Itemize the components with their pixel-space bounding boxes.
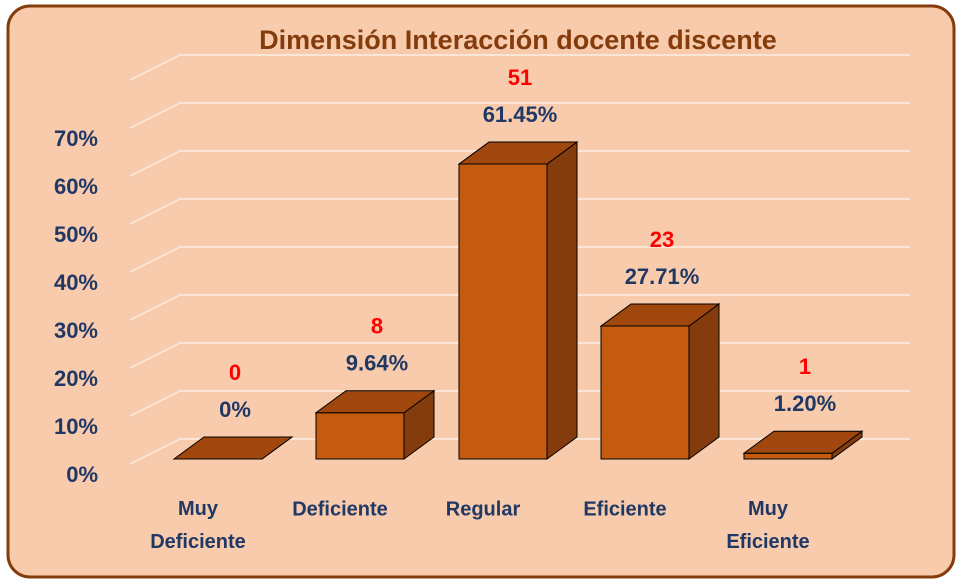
x-tick-label: Muy Eficiente [726, 498, 809, 553]
value-label: 0% [219, 397, 251, 422]
value-label: 61.45% [483, 102, 558, 127]
count-label: 0 [229, 360, 241, 385]
bar [742, 430, 864, 460]
bar-side [688, 303, 720, 460]
count-label: 1 [799, 354, 811, 379]
y-tick-label: 70% [54, 126, 98, 151]
bar-side [546, 141, 578, 460]
bar [457, 141, 579, 460]
y-tick-label: 50% [54, 222, 98, 247]
bar-front [315, 412, 405, 460]
x-tick-label: Eficiente [583, 498, 666, 520]
bar-top [314, 390, 436, 414]
bar-top [742, 430, 864, 454]
bar [599, 303, 721, 460]
grid-line [129, 294, 910, 321]
grid-line [129, 102, 910, 129]
y-tick-label: 10% [54, 414, 98, 439]
bar [172, 436, 294, 460]
count-label: 23 [650, 227, 674, 252]
bar-front [458, 163, 548, 460]
x-tick-label: Muy Deficiente [150, 498, 246, 553]
y-tick-label: 40% [54, 270, 98, 295]
value-label: 9.64% [346, 351, 408, 376]
value-label: 1.20% [774, 391, 836, 416]
grid-line [129, 54, 910, 81]
count-label: 51 [508, 65, 532, 90]
bar [314, 389, 436, 460]
bar-top [457, 141, 579, 165]
value-label: 27.71% [625, 264, 700, 289]
y-tick-label: 0% [66, 462, 98, 487]
grid-line [129, 246, 910, 273]
x-tick-label: Deficiente [292, 498, 388, 520]
grid-line [129, 198, 910, 225]
y-tick-label: 60% [54, 174, 98, 199]
x-tick-label: Regular [446, 498, 521, 520]
bar-front [600, 325, 690, 460]
bar-top [172, 436, 294, 460]
y-tick-label: 30% [54, 318, 98, 343]
y-tick-label: 20% [54, 366, 98, 391]
bar-front [743, 452, 833, 460]
bar-top [599, 303, 721, 327]
count-label: 8 [371, 314, 383, 339]
grid-line [129, 150, 910, 177]
chart-title: Dimensión Interacción docente discente [259, 25, 777, 55]
